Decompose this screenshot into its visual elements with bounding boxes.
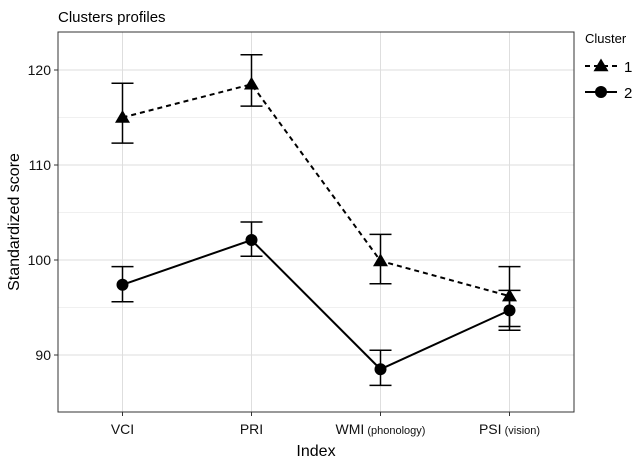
y-tick-label: 120 bbox=[28, 62, 52, 78]
x-tick-label: WMI (phonology) bbox=[336, 421, 426, 437]
series-1 bbox=[111, 54, 521, 328]
legend-key-marker bbox=[593, 58, 609, 72]
data-point bbox=[503, 304, 516, 317]
data-point bbox=[373, 253, 388, 267]
data-point bbox=[115, 110, 130, 123]
series-line bbox=[122, 238, 510, 371]
x-tick-label: PRI bbox=[240, 421, 263, 437]
x-tick-label: PSI (vision) bbox=[479, 421, 540, 437]
grid bbox=[58, 32, 574, 412]
y-tick-label: 110 bbox=[29, 157, 52, 173]
data-point bbox=[374, 363, 387, 376]
y-tick-label: 90 bbox=[35, 347, 51, 363]
y-axis-label: Standardized score bbox=[6, 153, 23, 291]
series-line bbox=[122, 83, 510, 298]
axes: 90 100 110 120 VCI PRI WMI (phonology) PSI (vis… bbox=[28, 62, 540, 437]
legend-label: 1 bbox=[624, 59, 632, 76]
series bbox=[111, 54, 521, 387]
x-tick-label: VCI bbox=[111, 421, 134, 437]
x-axis-label: Index bbox=[296, 443, 335, 460]
y-tick-label: 100 bbox=[28, 252, 52, 268]
legend-key-marker bbox=[595, 86, 607, 98]
series-2 bbox=[111, 221, 521, 387]
data-point bbox=[116, 278, 129, 291]
data-point bbox=[244, 76, 259, 90]
legend: Cluster 1 2 bbox=[585, 31, 632, 102]
legend-title: Cluster bbox=[585, 31, 627, 46]
plot-panel bbox=[57, 31, 575, 413]
data-point bbox=[245, 234, 258, 247]
chart-title: Clusters profiles bbox=[58, 9, 166, 26]
legend-label: 2 bbox=[624, 85, 632, 102]
